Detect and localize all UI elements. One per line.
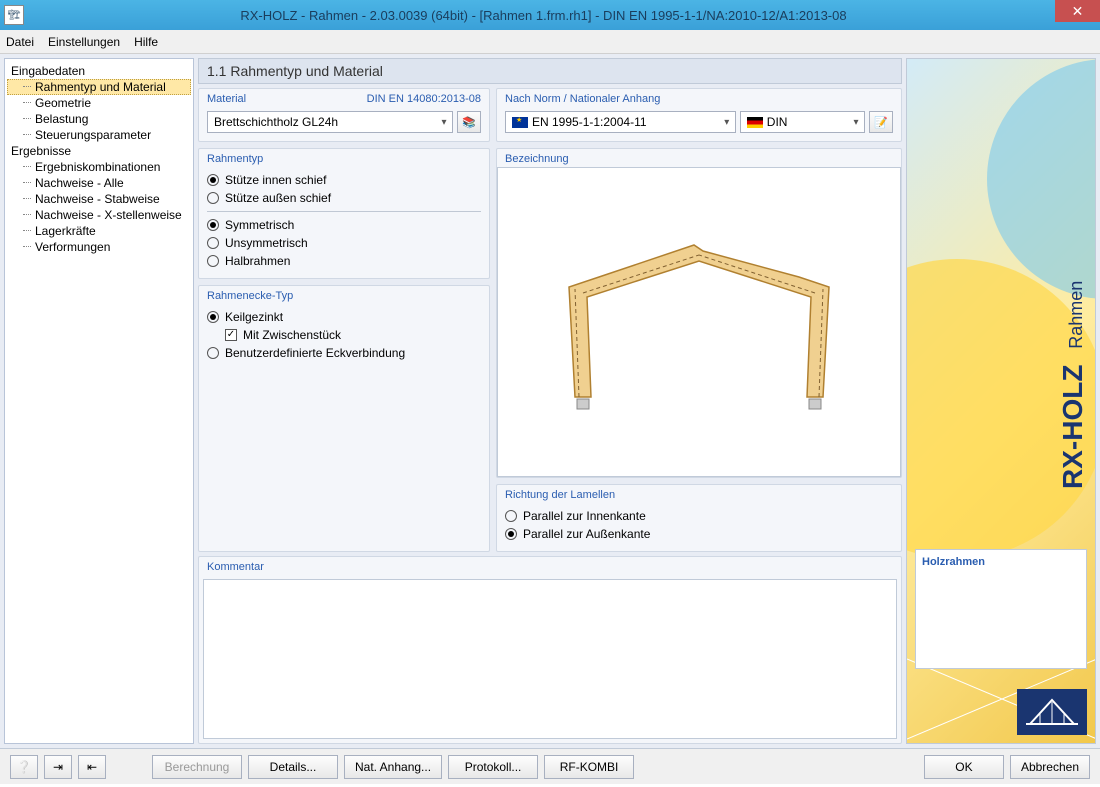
nav-item-rahmentyp[interactable]: Rahmentyp und Material [7,79,191,95]
nav-group-input[interactable]: Eingabedaten [7,63,191,79]
radio-innenkante[interactable]: Parallel zur Innenkante [505,507,893,525]
group-material: Material DIN EN 14080:2013-08 Brettschich… [198,88,490,142]
de-flag-icon [747,117,763,128]
nav-item-verformung[interactable]: Verformungen [7,239,191,255]
norm-edit-button[interactable]: 📝 [869,111,893,133]
help-button[interactable]: ❔ [10,755,38,779]
rfkombi-button[interactable]: RF-KOMBI [544,755,634,779]
material-title: Material [207,93,246,105]
material-hint: DIN EN 14080:2013-08 [367,93,481,105]
bottom-bar: ❔ ⇥ ⇤ Berechnung Details... Nat. Anhang.… [0,748,1100,784]
cancel-button[interactable]: Abbrechen [1010,755,1090,779]
norm-annex-dropdown[interactable]: DIN▾ [740,111,865,133]
side-label: Holzrahmen [915,549,1087,669]
check-zwischenstueck[interactable]: Mit Zwischenstück [207,326,481,344]
export-button[interactable]: ⇤ [78,755,106,779]
nav-item-lager[interactable]: Lagerkräfte [7,223,191,239]
material-dropdown[interactable]: Brettschichtholz GL24h▾ [207,111,453,133]
nav-item-kombi[interactable]: Ergebniskombinationen [7,159,191,175]
window-title: RX-HOLZ - Rahmen - 2.03.0039 (64bit) - [… [32,8,1055,23]
lamellen-title: Richtung der Lamellen [505,489,615,501]
eu-flag-icon [512,117,528,128]
import-button[interactable]: ⇥ [44,755,72,779]
group-bezeichnung: Bezeichnung [496,148,902,478]
menu-settings[interactable]: Einstellungen [48,35,120,49]
section-header: 1.1 Rahmentyp und Material [198,58,902,84]
details-button[interactable]: Details... [248,755,338,779]
group-ecktyp: Rahmenecke-Typ Keilgezinkt Mit Zwischens… [198,285,490,552]
radio-unsymmetrisch[interactable]: Unsymmetrisch [207,234,481,252]
nav-item-belastung[interactable]: Belastung [7,111,191,127]
ok-button[interactable]: OK [924,755,1004,779]
company-logo [1017,689,1087,735]
radio-symmetrisch[interactable]: Symmetrisch [207,216,481,234]
ecktyp-title: Rahmenecke-Typ [207,290,293,302]
calc-button[interactable]: Berechnung [152,755,242,779]
radio-benutzer-eck[interactable]: Benutzerdefinierte Eckverbindung [207,344,481,362]
norm-title: Nach Norm / Nationaler Anhang [505,93,660,105]
menu-help[interactable]: Hilfe [134,35,158,49]
menu-file[interactable]: Datei [6,35,34,49]
nav-group-results[interactable]: Ergebnisse [7,143,191,159]
nav-tree: Eingabedaten Rahmentyp und Material Geom… [4,58,194,744]
group-norm: Nach Norm / Nationaler Anhang EN 1995-1-… [496,88,902,142]
norm-standard-dropdown[interactable]: EN 1995-1-1:2004-11▾ [505,111,736,133]
radio-keilgezinkt[interactable]: Keilgezinkt [207,308,481,326]
radio-aussenkante[interactable]: Parallel zur Außenkante [505,525,893,543]
frame-diagram [539,227,859,417]
radio-stuetze-aussen[interactable]: Stütze außen schief [207,189,481,207]
material-library-button[interactable]: 📚 [457,111,481,133]
protokoll-button[interactable]: Protokoll... [448,755,538,779]
natanhang-button[interactable]: Nat. Anhang... [344,755,442,779]
group-kommentar: Kommentar [198,556,902,744]
group-rahmentyp: Rahmentyp Stütze innen schief Stütze auß… [198,148,490,279]
nav-item-nachweise-alle[interactable]: Nachweise - Alle [7,175,191,191]
menu-bar: Datei Einstellungen Hilfe [0,30,1100,54]
brand-text: RX-HOLZ Rahmen [1057,281,1089,489]
bezeichnung-title: Bezeichnung [505,153,569,165]
rahmentyp-title: Rahmentyp [207,153,263,165]
app-icon: 🏗 [4,5,24,25]
frame-preview [497,167,901,477]
nav-item-geometrie[interactable]: Geometrie [7,95,191,111]
kommentar-title: Kommentar [207,561,264,573]
nav-item-nachweise-x[interactable]: Nachweise - X-stellenweise [7,207,191,223]
radio-stuetze-innen[interactable]: Stütze innen schief [207,171,481,189]
title-bar: 🏗 RX-HOLZ - Rahmen - 2.03.0039 (64bit) -… [0,0,1100,30]
kommentar-textarea[interactable] [203,579,897,739]
side-panel: RX-HOLZ Rahmen Holzrahmen [906,58,1096,744]
nav-item-nachweise-stab[interactable]: Nachweise - Stabweise [7,191,191,207]
group-lamellen: Richtung der Lamellen Parallel zur Innen… [496,484,902,552]
radio-halbrahmen[interactable]: Halbrahmen [207,252,481,270]
close-button[interactable]: ✕ [1055,0,1100,22]
nav-item-steuerung[interactable]: Steuerungsparameter [7,127,191,143]
